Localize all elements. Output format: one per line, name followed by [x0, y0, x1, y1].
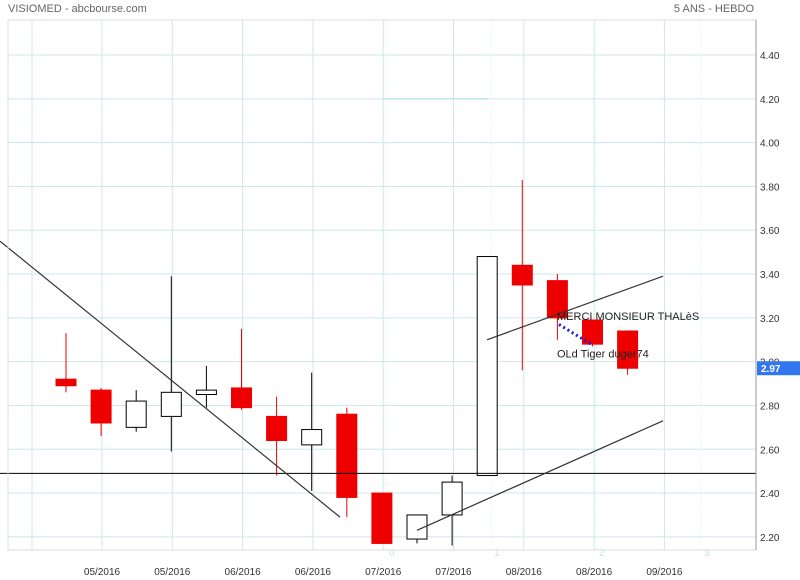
last-price-badge: [757, 361, 800, 376]
candles: [55, 179, 639, 546]
x-tick-label: 07/2016: [435, 567, 472, 578]
dotted-annotation: [558, 323, 592, 346]
candle-up: [476, 256, 498, 477]
candle-down: [336, 413, 358, 498]
x-tick-label: 08/2016: [576, 567, 613, 578]
annotation-text: OLd Tiger duger74: [557, 348, 649, 360]
y-tick-label: 2.40: [760, 489, 780, 500]
candle-down: [266, 415, 288, 441]
candle-up: [160, 391, 182, 417]
trendlines: [0, 240, 756, 531]
x-tick-label: 06/2016: [295, 567, 332, 578]
faint-marker-label: 1: [494, 548, 500, 559]
annotation-text: MERCI MONSIEUR THALèS: [557, 311, 699, 323]
y-tick-label: 3.60: [760, 226, 780, 237]
candle-down: [55, 378, 77, 387]
candle-down: [371, 492, 393, 544]
x-tick-label: 09/2016: [646, 567, 683, 578]
candle-up: [125, 400, 147, 428]
candle-up: [406, 514, 428, 540]
y-tick-label: 3.80: [760, 182, 780, 193]
candle-down: [90, 389, 112, 424]
candle-up: [441, 481, 463, 516]
candle-up: [195, 389, 217, 396]
y-tick-label: 4.40: [760, 51, 780, 62]
period-label: 5 ANS - HEBDO: [673, 3, 754, 15]
annotations: MERCI MONSIEUR THALèS OLd Tiger duger74: [557, 311, 699, 360]
y-tick-label: 4.00: [760, 139, 780, 150]
x-tick-label: 05/2016: [84, 567, 121, 578]
y-tick-label: 3.40: [760, 270, 780, 281]
last-price-value: 2.97: [761, 364, 781, 375]
candle-down: [511, 264, 533, 286]
plot-border: [7, 19, 757, 551]
x-tick-label: 05/2016: [154, 567, 191, 578]
y-tick-label: 2.60: [760, 445, 780, 456]
y-tick-label: 4.20: [760, 95, 780, 106]
x-tick-label: 06/2016: [225, 567, 262, 578]
chart-title: VISIOMED - abcbourse.com: [8, 3, 147, 15]
grid: [8, 20, 756, 550]
x-tick-label: 07/2016: [365, 567, 402, 578]
trendline: [416, 420, 664, 531]
candle-down: [546, 280, 568, 319]
candle-down: [231, 387, 252, 409]
y-tick-label: 2.80: [760, 401, 780, 412]
candle-down: [582, 319, 603, 345]
trendline: [0, 240, 341, 518]
faint-marker-label: 3: [704, 548, 710, 559]
x-tick-label: 08/2016: [506, 567, 543, 578]
faint-markers: 0 1 2 3: [383, 20, 710, 559]
y-tick-label: 2.20: [760, 533, 780, 544]
faint-marker-label: 2: [599, 548, 605, 559]
candle-up: [301, 429, 323, 446]
trendline: [486, 275, 664, 341]
candle-down: [617, 330, 639, 369]
faint-marker-label: 0: [389, 548, 395, 559]
axes: 2.202.402.602.803.003.203.403.603.804.00…: [7, 19, 800, 578]
y-tick-label: 3.20: [760, 314, 780, 325]
